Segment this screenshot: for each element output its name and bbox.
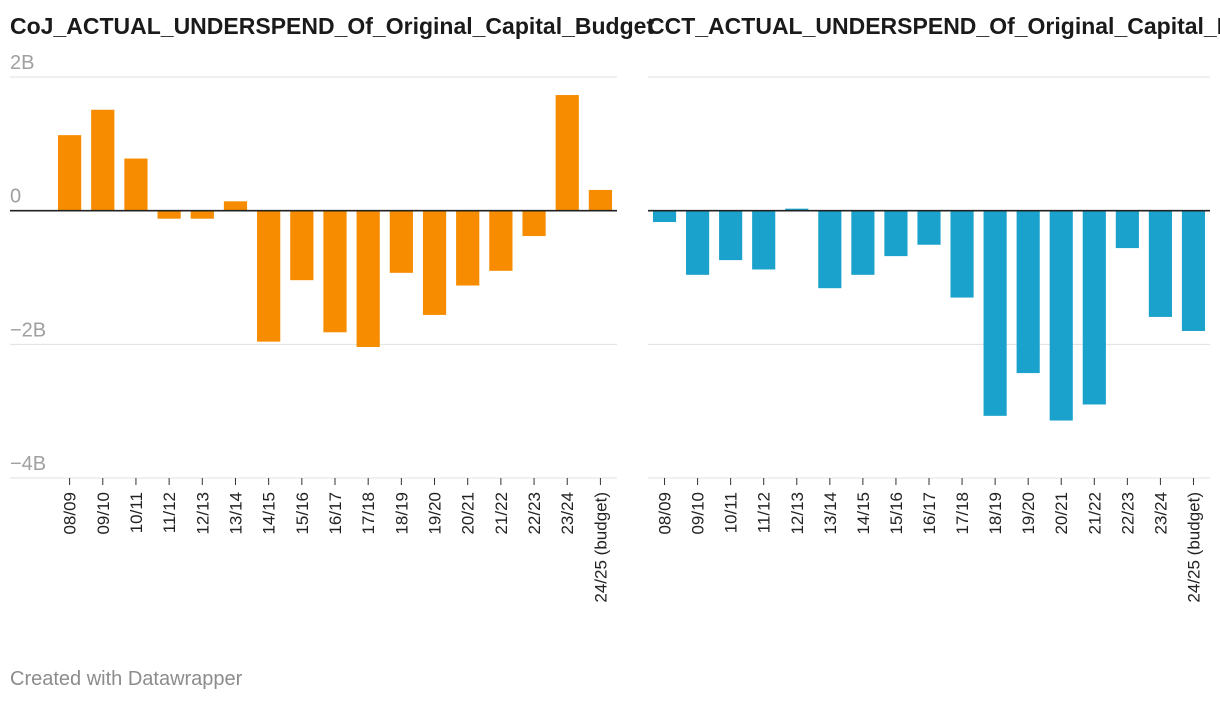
cct-chart: 08/09 09/10 10/11 11/12 12/13 13/14 14/15 15/16…	[648, 13, 1220, 603]
x-tick-label: 19/20	[426, 492, 445, 535]
x-tick-label: 23/24	[558, 492, 577, 535]
chart-title: CCT_ACTUAL_UNDERSPEND_Of_Original_Capita…	[648, 13, 1220, 39]
bar	[356, 210, 380, 348]
bar	[522, 210, 546, 237]
y-tick-label: 2B	[10, 52, 34, 74]
bar	[1181, 210, 1206, 331]
x-tick-label: 08/09	[61, 492, 80, 535]
x-tick-label: 10/11	[127, 492, 146, 533]
x-tick-label: 18/19	[986, 492, 1005, 535]
bar	[785, 208, 809, 211]
bar	[884, 210, 908, 257]
bar	[124, 158, 148, 211]
x-tick-label: 17/18	[953, 492, 972, 535]
y-tick-label: −2B	[10, 319, 46, 341]
x-tick-label: 12/13	[788, 492, 807, 535]
x-tick-label: 15/16	[887, 492, 906, 535]
x-tick-label: 08/09	[656, 492, 675, 535]
bar	[422, 210, 447, 315]
x-tick-label: 11/12	[160, 492, 179, 533]
bar	[917, 210, 941, 245]
bar	[1049, 210, 1073, 421]
x-tick-label: 20/21	[459, 492, 478, 535]
bar	[323, 210, 347, 333]
footer-credit: Created with Datawrapper	[10, 668, 243, 690]
bar	[652, 210, 677, 223]
bar	[190, 210, 214, 219]
bar	[818, 210, 842, 289]
x-tick-label: 16/17	[326, 492, 345, 535]
bar	[257, 210, 281, 342]
x-tick-label: 22/23	[1118, 492, 1137, 535]
x-tick-label: 24/25 (budget)	[1184, 492, 1203, 603]
bar	[950, 210, 974, 298]
x-tick-label: 12/13	[193, 492, 212, 535]
x-tick-label: 10/11	[722, 492, 741, 533]
y-tick-label: 0	[10, 186, 21, 208]
x-tick-label: 20/21	[1052, 492, 1071, 535]
bar	[290, 210, 314, 281]
coj-chart: 2B 0 −2B −4B 08/09 09/10 10/11 11/12 12/13 13/14 1…	[10, 13, 654, 603]
x-tick-label: 15/16	[293, 492, 312, 535]
x-tick-label: 18/19	[392, 492, 411, 535]
bar	[686, 210, 710, 275]
bar	[983, 210, 1007, 416]
x-tick-label: 13/14	[226, 492, 245, 535]
x-tick-label: 09/10	[689, 492, 708, 535]
bar	[91, 109, 115, 211]
x-tick-label: 21/22	[492, 492, 511, 535]
x-tick-label: 24/25 (budget)	[591, 492, 610, 603]
bar	[389, 210, 413, 273]
x-tick-label: 09/10	[94, 492, 113, 535]
x-tick-label: 22/23	[525, 492, 544, 535]
bar	[57, 135, 82, 211]
bar	[719, 210, 743, 261]
bar	[588, 189, 613, 211]
x-tick-label: 11/12	[755, 492, 774, 533]
bar	[1016, 210, 1040, 374]
x-tick-label: 21/22	[1085, 492, 1104, 535]
chart-title: CoJ_ACTUAL_UNDERSPEND_Of_Original_Capita…	[10, 13, 654, 39]
x-tick-label: 23/24	[1151, 492, 1170, 535]
bar	[1148, 210, 1172, 317]
y-tick-label: −4B	[10, 453, 46, 475]
bar	[157, 210, 181, 219]
bar	[851, 210, 875, 275]
bar	[223, 201, 248, 211]
x-tick-label: 13/14	[821, 492, 840, 535]
bar	[555, 95, 579, 211]
x-tick-label: 17/18	[359, 492, 378, 535]
bar	[752, 210, 776, 270]
x-tick-label: 16/17	[920, 492, 939, 535]
x-tick-label: 14/15	[854, 492, 873, 535]
bar	[489, 210, 513, 271]
bar	[1082, 210, 1106, 405]
bar	[456, 210, 480, 286]
x-tick-label: 14/15	[260, 492, 279, 535]
bar	[1115, 210, 1139, 249]
x-tick-label: 19/20	[1019, 492, 1038, 535]
